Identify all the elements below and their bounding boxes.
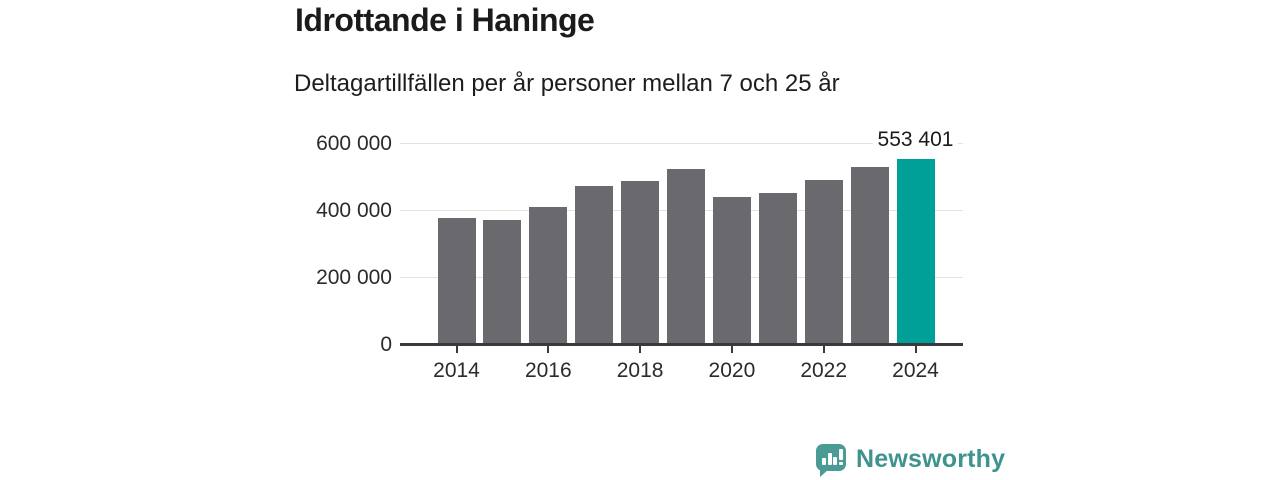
x-tick-2016 — [547, 346, 550, 353]
x-tick-2018 — [639, 346, 642, 353]
bar-2019 — [667, 169, 705, 345]
x-tick-label: 2016 — [524, 359, 572, 382]
x-tick-2020 — [730, 346, 733, 353]
bar-2018 — [621, 181, 660, 345]
bar-2024 — [896, 159, 935, 345]
bar-2022 — [804, 180, 843, 345]
newsworthy-bar-chart-bubble-icon — [816, 444, 846, 477]
speech-bubble-tail — [820, 469, 829, 477]
x-tick-label: 2020 — [708, 359, 756, 382]
x-tick-label: 2022 — [800, 359, 848, 382]
y-tick-label: 200 000 — [316, 265, 392, 289]
x-axis-line — [400, 343, 963, 346]
y-tick-label: 600 000 — [316, 131, 392, 155]
bar-2023 — [850, 167, 889, 345]
x-tick-2014 — [455, 346, 458, 353]
newsworthy-wordmark: Newsworthy — [856, 445, 1006, 473]
newsworthy-logo: Newsworthy — [816, 444, 1006, 477]
value-label: 553 401 — [872, 128, 959, 153]
chart-title: Idrottande i Haninge — [295, 2, 595, 38]
bar-2017 — [575, 185, 614, 345]
x-tick-2022 — [822, 346, 825, 353]
bar-2014 — [437, 217, 476, 345]
bar-2020 — [712, 197, 751, 345]
x-tick-label: 2024 — [892, 359, 939, 382]
gridline — [400, 143, 963, 144]
x-tick-2024 — [914, 346, 917, 353]
bar-2015 — [483, 219, 522, 345]
x-tick-label: 2014 — [433, 359, 480, 382]
y-tick-label: 0 — [380, 332, 392, 356]
y-tick-label: 400 000 — [316, 198, 392, 222]
bar-2021 — [758, 192, 797, 345]
x-tick-label: 2018 — [616, 359, 664, 382]
chart-subtitle: Deltagartillfällen per år personer mella… — [294, 70, 840, 97]
bar-2016 — [529, 206, 568, 345]
